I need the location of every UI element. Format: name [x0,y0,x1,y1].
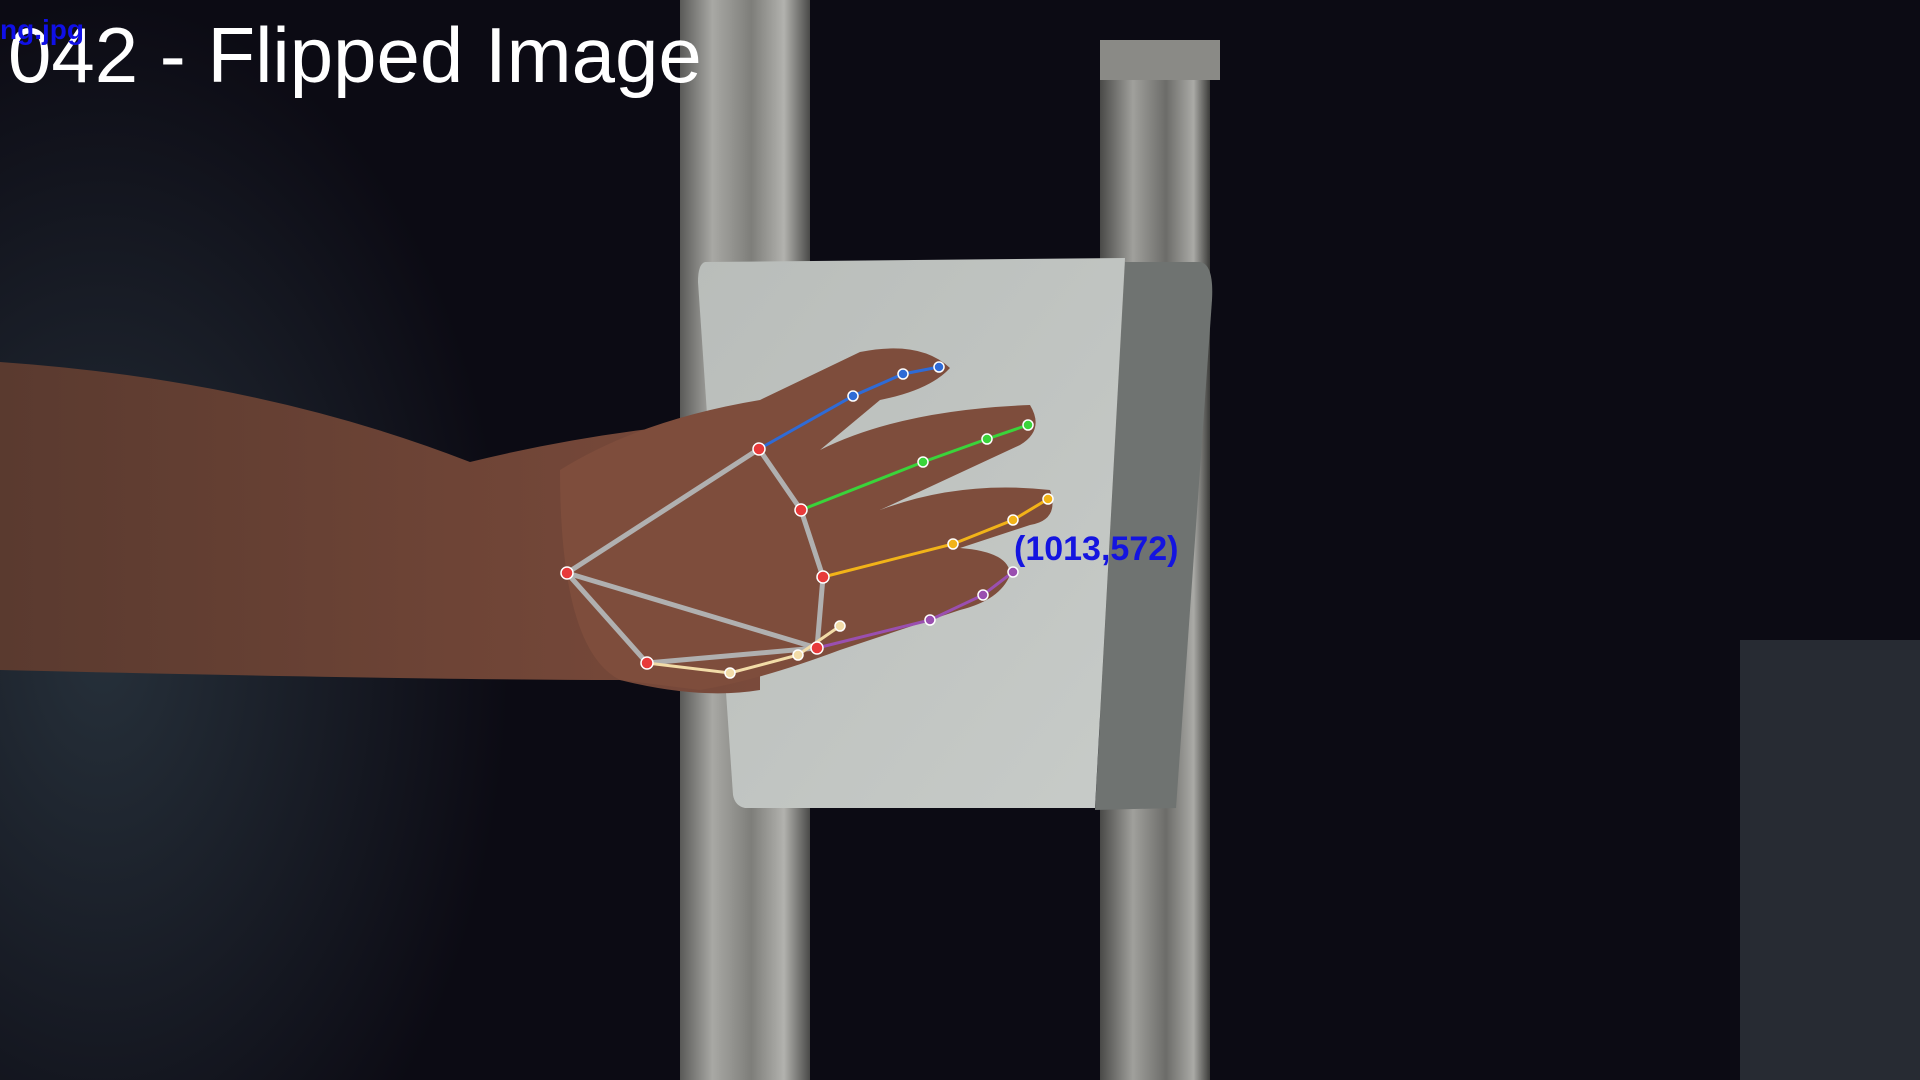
pinky-joints [924,566,1019,626]
coordinate-readout: (1013,572) [1014,530,1179,568]
wrist-point [560,566,574,580]
ring-joints [947,493,1054,550]
middle-point [917,456,929,468]
palm-joints [560,442,830,670]
thumb-point [724,667,736,679]
thumb-point [792,649,804,661]
index-mcp-point [752,442,766,456]
index-point [897,368,909,380]
palm-line [566,570,818,651]
thumb-chain [646,624,841,675]
thumb-cmc-point [640,656,654,670]
forearm [0,362,760,694]
pinky-point [924,614,936,626]
index-joints [847,361,945,402]
middle-mcp-point [794,503,808,517]
pinky-point [977,589,989,601]
index-point [847,390,859,402]
right-pole-top [1100,40,1220,80]
image-title: 042 - Flipped Image [8,11,702,99]
pinky-mcp-point [810,641,824,655]
ring-point [1042,493,1054,505]
thumb-joints [724,620,846,679]
middle-joints [917,419,1034,468]
background-bottom-right [1740,640,1920,1080]
pinky-point [1007,566,1019,578]
pinky-line [816,570,1014,650]
ring-point [1007,514,1019,526]
thumb-line [646,624,841,675]
ring-line [822,497,1049,579]
ring-mcp-point [816,570,830,584]
ring-point [947,538,959,550]
filename-label: ng.jpg [0,14,84,45]
middle-line [800,423,1029,512]
index-point [933,361,945,373]
middle-point [1022,419,1034,431]
index-line [758,365,940,451]
thumb-point [834,620,846,632]
middle-point [981,433,993,445]
panel-side [1095,262,1213,810]
